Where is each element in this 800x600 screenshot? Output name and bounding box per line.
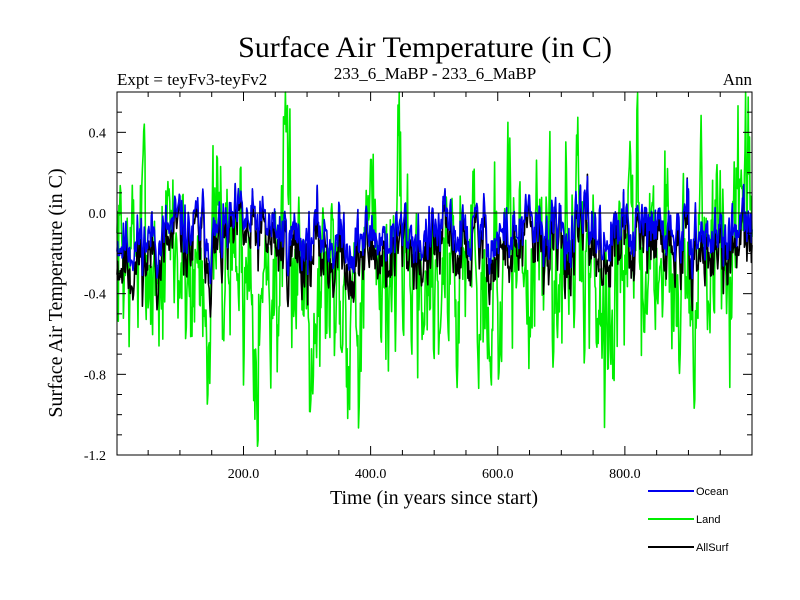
legend-label-ocean: Ocean xyxy=(696,486,728,498)
legend-label-land: Land xyxy=(696,514,720,526)
x-tick-label: 400.0 xyxy=(355,467,387,482)
series-line-ocean xyxy=(116,175,753,285)
chart-subtitle-right: Ann xyxy=(723,70,753,89)
chart-subtitle-center: 233_6_MaBP - 233_6_MaBP xyxy=(334,64,536,83)
legend-label-allsurf: AllSurf xyxy=(696,542,729,554)
y-tick-label: -0.8 xyxy=(84,368,106,383)
x-tick-label: 600.0 xyxy=(482,467,514,482)
legend: Ocean Land AllSurf xyxy=(648,486,729,554)
y-tick-label: -0.4 xyxy=(84,288,106,303)
plot-area: 200.0 400.0 600.0 800.0 -1.2 -0.8 -0.4 0.0 0.4 xyxy=(84,91,753,482)
x-tick-label: 800.0 xyxy=(609,467,641,482)
chart-title: Surface Air Temperature (in C) xyxy=(238,31,612,64)
y-tick-label: -1.2 xyxy=(84,449,106,464)
y-axis: -1.2 -0.8 -0.4 0.0 0.4 xyxy=(84,126,752,464)
y-tick-label: 0.4 xyxy=(89,126,107,141)
y-axis-label: Surface Air Temperature (in C) xyxy=(45,168,67,417)
x-axis: 200.0 400.0 600.0 800.0 xyxy=(228,92,641,482)
chart-subtitle-left: Expt = teyFv3-teyFv2 xyxy=(117,70,267,89)
series-line-land xyxy=(116,91,753,447)
x-axis-label: Time (in years since start) xyxy=(330,487,538,509)
x-tick-label: 200.0 xyxy=(228,467,260,482)
series-layer xyxy=(116,91,753,447)
plot-frame xyxy=(116,91,753,456)
y-tick-label: 0.0 xyxy=(89,207,107,222)
